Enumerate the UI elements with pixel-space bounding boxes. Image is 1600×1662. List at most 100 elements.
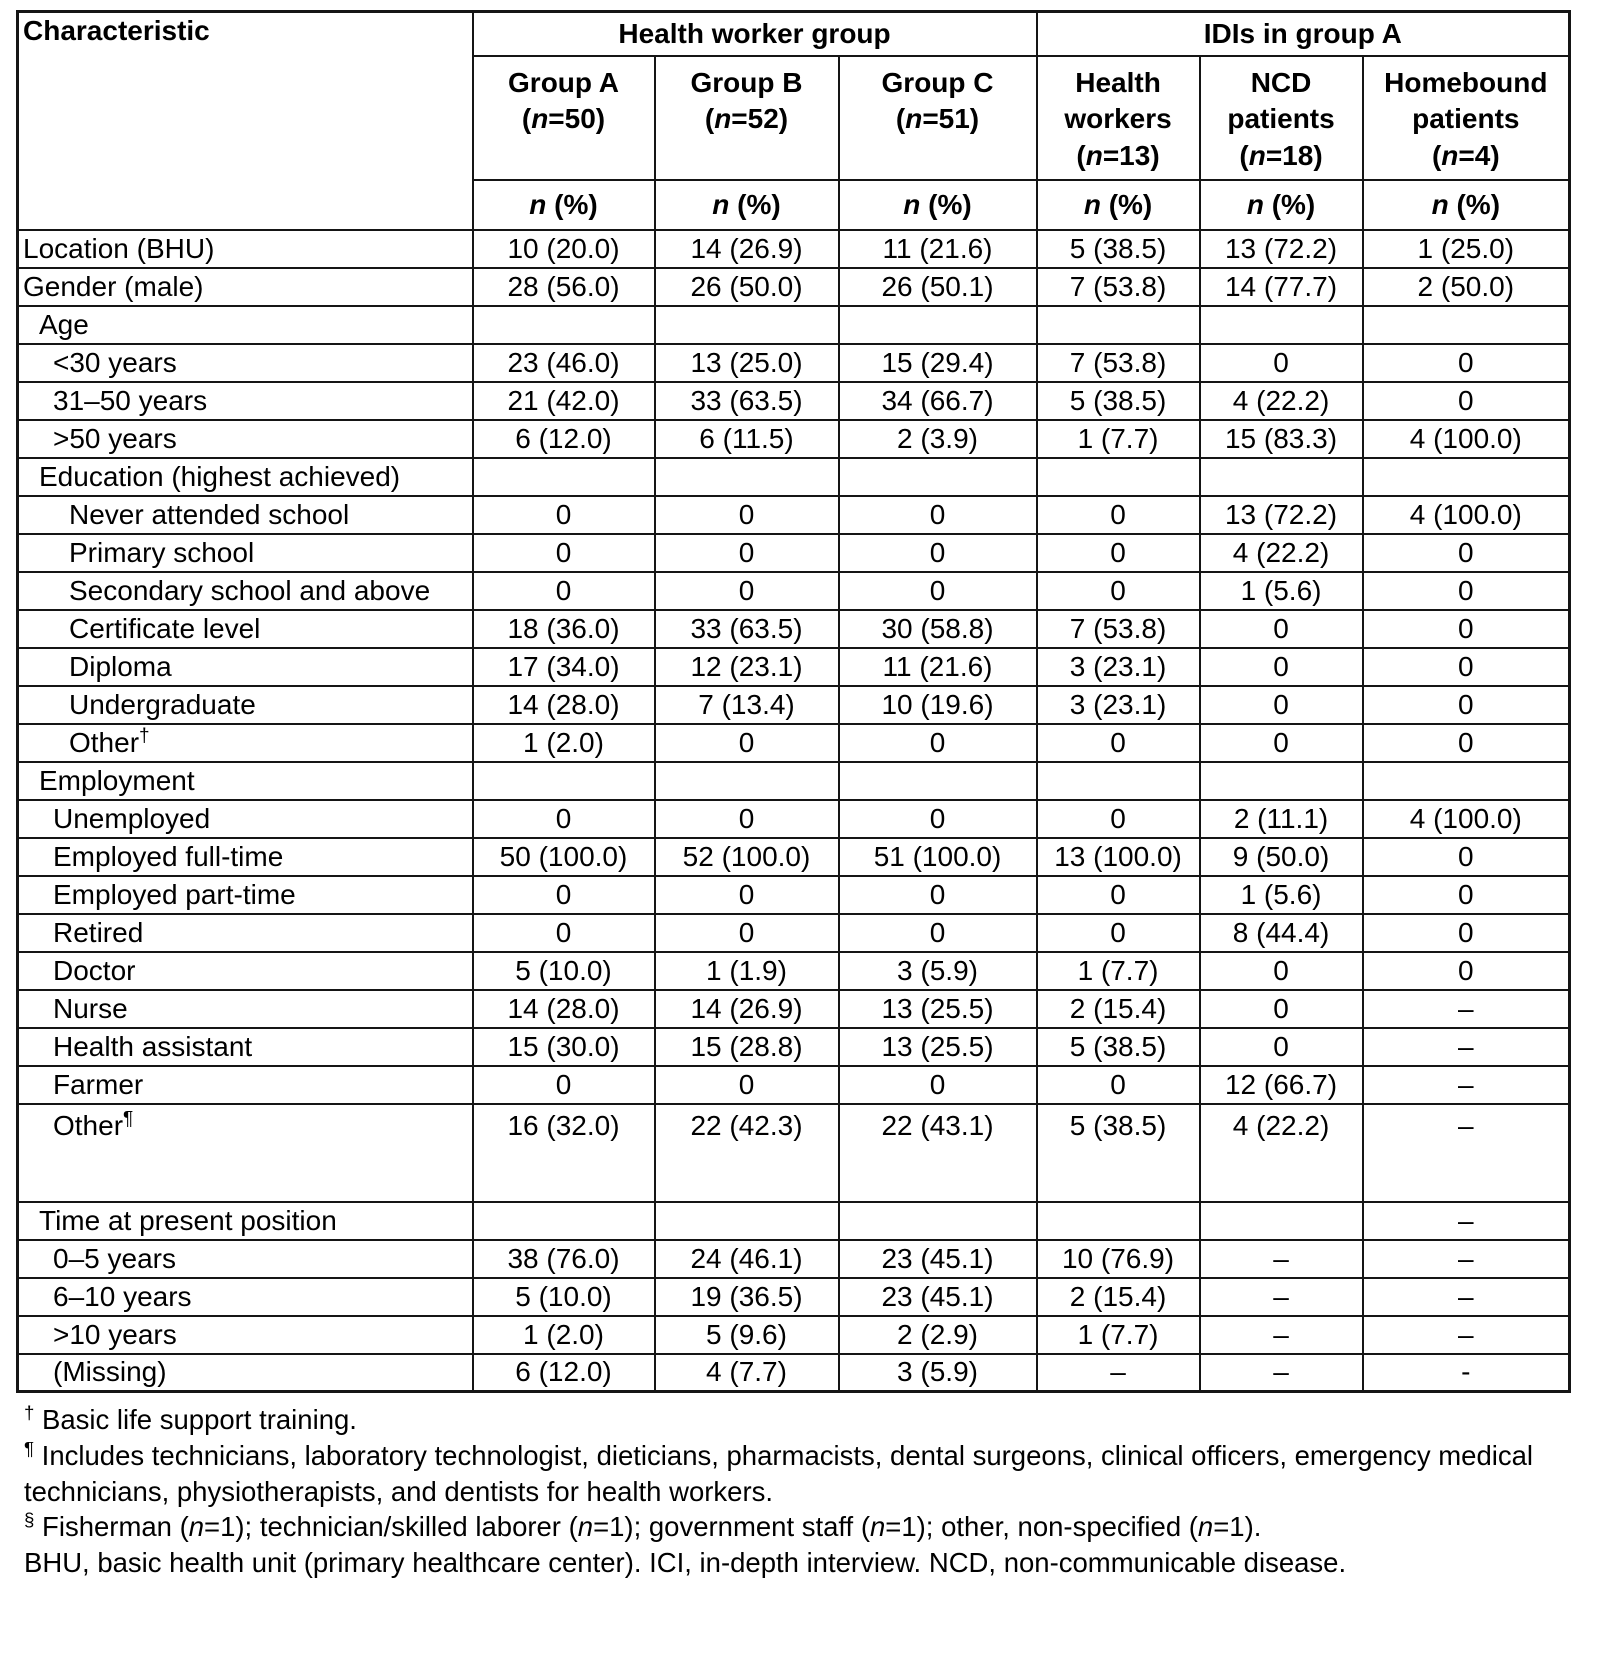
cell-value: 0	[837, 798, 1038, 839]
cell-value: 13 (72.2)	[1198, 494, 1364, 535]
cell-value	[1198, 760, 1364, 801]
cell-value: 2 (11.1)	[1198, 798, 1364, 839]
footnote-1: ¶ Includes technicians, laboratory techn…	[24, 1437, 1534, 1507]
cell-value: 0	[1198, 684, 1364, 725]
row-label: 6–10 years	[16, 1276, 474, 1317]
table-row: Retired 0 0 0 0 8 (44.4) 0	[16, 912, 1571, 953]
cell-value: 12 (66.7)	[1198, 1064, 1364, 1105]
cell-value: –	[1361, 1276, 1571, 1317]
cell-value: 0	[1198, 608, 1364, 649]
cell-value: 2 (50.0)	[1361, 266, 1571, 307]
table-header: Characteristic Health worker group IDIs …	[16, 10, 1571, 231]
unit-header-0: n (%)	[471, 178, 656, 231]
cell-value	[1198, 1200, 1364, 1241]
cell-value: 0	[471, 1064, 656, 1105]
cell-value: 22 (43.1)	[837, 1102, 1038, 1203]
cell-value: 6 (12.0)	[471, 418, 656, 459]
cell-value: 6 (12.0)	[471, 1352, 656, 1393]
cell-value: 34 (66.7)	[837, 380, 1038, 421]
row-label: Nurse	[16, 988, 474, 1029]
cell-value	[1198, 304, 1364, 345]
footnote-marker: †	[139, 725, 150, 747]
cell-value	[837, 760, 1038, 801]
row-label: >10 years	[16, 1314, 474, 1355]
column-header-0: Group A (n=50)	[471, 54, 656, 181]
cell-value: 33 (63.5)	[653, 380, 840, 421]
cell-value: 4 (22.2)	[1198, 380, 1364, 421]
cell-value: 1 (7.7)	[1035, 418, 1201, 459]
cell-value: 5 (38.5)	[1035, 1026, 1201, 1067]
row-label: Doctor	[16, 950, 474, 991]
cell-value: 0	[1035, 722, 1201, 763]
cell-value: 0	[653, 912, 840, 953]
cell-value: 33 (63.5)	[653, 608, 840, 649]
cell-value: 0	[471, 570, 656, 611]
table-row: Never attended school 0 0 0 0 13 (72.2) 4 (100…	[16, 494, 1571, 535]
table-row: Unemployed 0 0 0 0 2 (11.1) 4 (100.0)	[16, 798, 1571, 839]
footnotes: † Basic life support training. ¶ Includes…	[16, 1402, 1576, 1581]
footnote-2: § Fisherman (n=1); technician/skilled la…	[24, 1509, 1262, 1543]
cell-value: 0	[1198, 950, 1364, 991]
cell-value	[471, 456, 656, 497]
row-label: Secondary school and above	[16, 570, 474, 611]
table-row: Secondary school and above 0 0 0 0 1 (5.6) 0	[16, 570, 1571, 611]
row-label: Retired	[16, 912, 474, 953]
table-row: Undergraduate 14 (28.0) 7 (13.4) 10 (19.6) 3…	[16, 684, 1571, 725]
cell-value: –	[1035, 1352, 1201, 1393]
table-row: Gender (male) 28 (56.0) 26 (50.0) 26 (50.1)…	[16, 266, 1571, 307]
cell-value: 3 (23.1)	[1035, 684, 1201, 725]
cell-value: 0	[1035, 532, 1201, 573]
cell-value: 15 (28.8)	[653, 1026, 840, 1067]
cell-value	[837, 304, 1038, 345]
cell-value: 14 (26.9)	[653, 228, 840, 269]
cell-value: 0	[1198, 1026, 1364, 1067]
table-row: Location (BHU) 10 (20.0) 14 (26.9) 11 (21.6…	[16, 228, 1571, 269]
row-label: Other¶	[16, 1102, 474, 1203]
cell-value: 12 (23.1)	[653, 646, 840, 687]
cell-value: 2 (2.9)	[837, 1314, 1038, 1355]
cell-value: 1 (5.6)	[1198, 874, 1364, 915]
cell-value: 23 (46.0)	[471, 342, 656, 383]
table-row: Education (highest achieved)	[16, 456, 1571, 497]
cell-value: 18 (36.0)	[471, 608, 656, 649]
row-label: Diploma	[16, 646, 474, 687]
cell-value: 7 (53.8)	[1035, 608, 1201, 649]
cell-value	[653, 456, 840, 497]
cell-value: 14 (28.0)	[471, 684, 656, 725]
cell-value: –	[1361, 1064, 1571, 1105]
cell-value: 1 (2.0)	[471, 722, 656, 763]
cell-value: –	[1361, 1200, 1571, 1241]
table-row: Employment	[16, 760, 1571, 801]
cell-value: 24 (46.1)	[653, 1238, 840, 1279]
row-label: Employment	[16, 760, 474, 801]
cell-value: 5 (38.5)	[1035, 1102, 1201, 1203]
cell-value: 4 (100.0)	[1361, 494, 1571, 535]
characteristic-header: Characteristic	[16, 10, 474, 231]
cell-value: 0	[837, 1064, 1038, 1105]
cell-value: 0	[1035, 874, 1201, 915]
cell-value: 0	[471, 532, 656, 573]
row-label: Age	[16, 304, 474, 345]
cell-value: 0	[837, 494, 1038, 535]
cell-value: 26 (50.1)	[837, 266, 1038, 307]
cell-value	[1035, 760, 1201, 801]
participant-characteristics-table: Characteristic Health worker group IDIs …	[16, 10, 1572, 1393]
footnote-marker: §	[24, 1509, 35, 1531]
table-row: Certificate level 18 (36.0) 33 (63.5) 30 (5…	[16, 608, 1571, 649]
cell-value: 30 (58.8)	[837, 608, 1038, 649]
cell-value: 15 (30.0)	[471, 1026, 656, 1067]
cell-value: 3 (23.1)	[1035, 646, 1201, 687]
cell-value: 50 (100.0)	[471, 836, 656, 877]
cell-value	[471, 760, 656, 801]
cell-value: 0	[653, 532, 840, 573]
cell-value: 10 (20.0)	[471, 228, 656, 269]
cell-value: 0	[1361, 684, 1571, 725]
row-label: Time at present position	[16, 1200, 474, 1241]
row-label: Primary school	[16, 532, 474, 573]
unit-header-5: n (%)	[1361, 178, 1571, 231]
cell-value: 5 (38.5)	[1035, 228, 1201, 269]
cell-value: 0	[653, 1064, 840, 1105]
footnote-marker: ¶	[24, 1437, 35, 1459]
cell-value: 5 (10.0)	[471, 1276, 656, 1317]
group-header-idis-in-group-a: IDIs in group A	[1035, 10, 1571, 57]
